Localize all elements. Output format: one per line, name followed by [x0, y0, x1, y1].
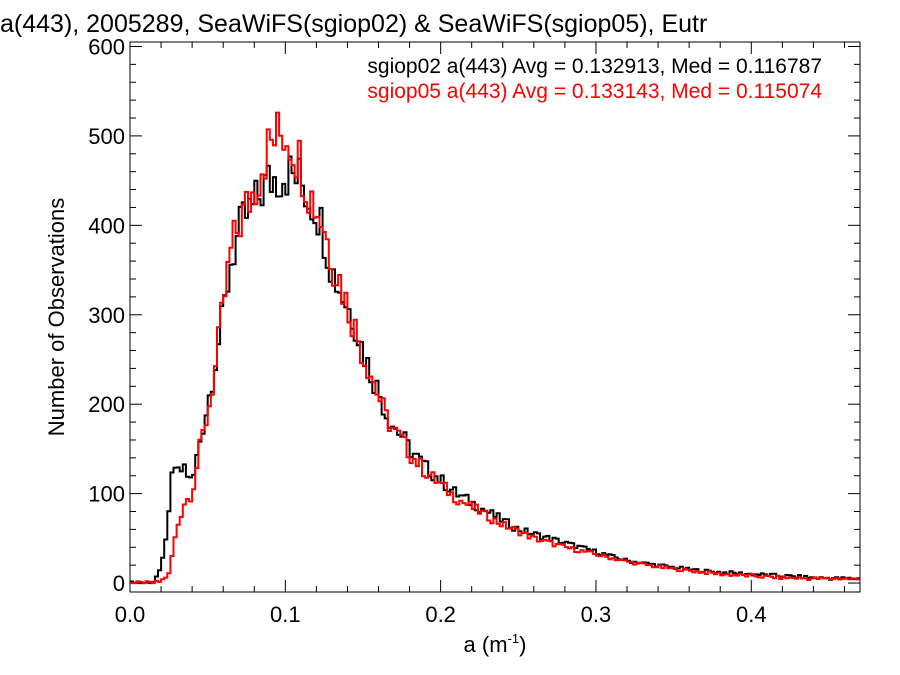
x-axis-label-superscript: -1	[508, 631, 520, 646]
plot-frame	[129, 41, 861, 593]
y-tick-label: 200	[88, 392, 125, 417]
y-axis-ticks	[130, 45, 860, 584]
x-axis-label: a (m-1)	[464, 631, 527, 657]
y-tick-label: 600	[88, 34, 125, 59]
x-tick-label: 0.3	[581, 602, 612, 627]
series-lines	[130, 111, 860, 585]
x-axis-tick-labels: 0.0 0.1 0.2 0.3 0.4	[115, 602, 767, 627]
x-tick-label: 0.2	[425, 602, 456, 627]
y-axis-tick-labels: 0 100 200 300 400 500 600	[88, 34, 125, 596]
series-line-sgiop02	[130, 155, 860, 585]
legend-entry-sgiop02: sgiop02 a(443) Avg = 0.132913, Med = 0.1…	[367, 55, 822, 78]
x-tick-label: 0.0	[115, 602, 146, 627]
y-tick-label: 400	[88, 213, 125, 238]
x-axis-ticks	[129, 42, 845, 592]
y-tick-label: 100	[88, 482, 125, 507]
legend: sgiop02 a(443) Avg = 0.132913, Med = 0.1…	[367, 55, 822, 103]
y-axis-label: Number of Observations	[44, 198, 69, 436]
x-axis-label-close: )	[519, 632, 526, 657]
x-tick-label: 0.1	[270, 602, 301, 627]
y-tick-label: 500	[88, 124, 125, 149]
series-line-sgiop05	[130, 111, 860, 585]
x-axis-label-main: a (m	[464, 632, 508, 657]
chart-title: a(443), 2005289, SeaWiFS(sgiop02) & SeaW…	[0, 10, 707, 38]
x-tick-label: 0.4	[736, 602, 767, 627]
y-tick-label: 0	[113, 571, 125, 596]
y-tick-label: 300	[88, 303, 125, 328]
legend-entry-sgiop05: sgiop05 a(443) Avg = 0.133143, Med = 0.1…	[367, 80, 822, 103]
